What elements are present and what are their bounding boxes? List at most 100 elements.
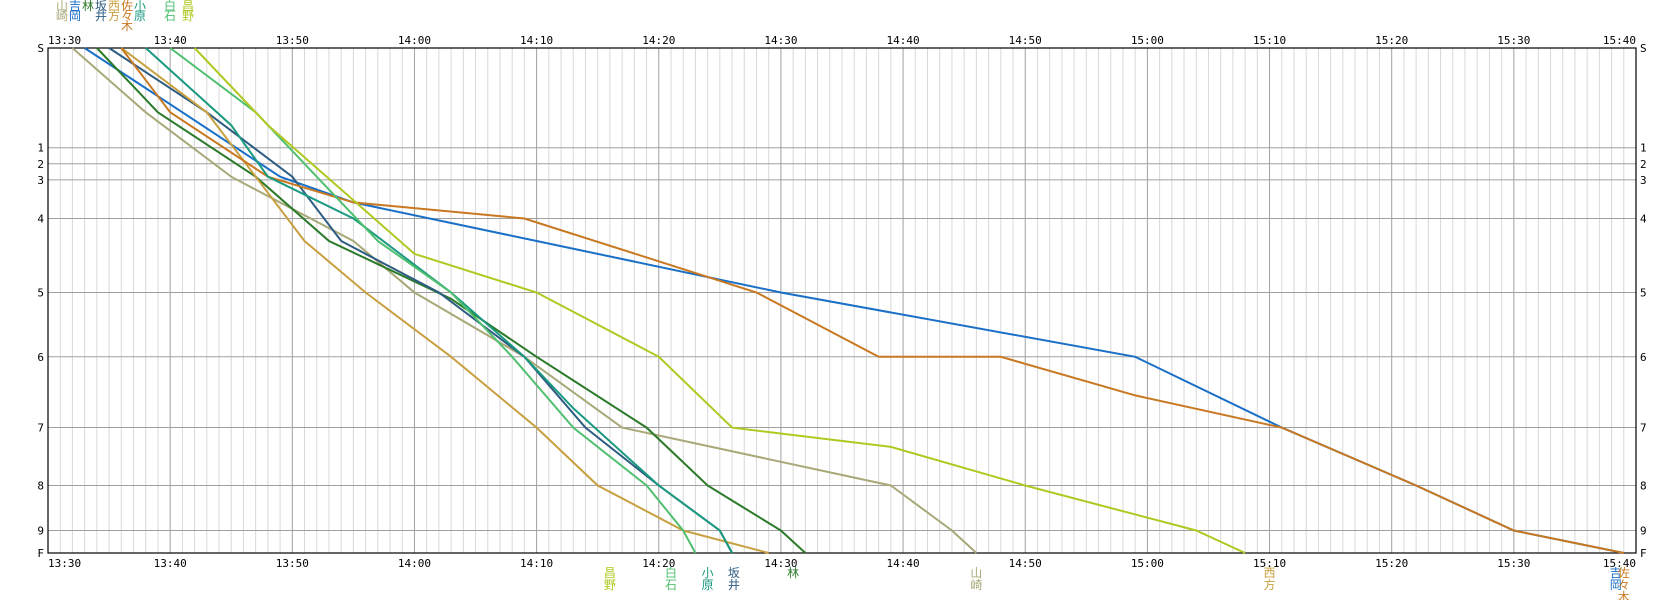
runner-label-bottom: 吉: [1610, 566, 1622, 580]
y-tick-label-left: 9: [37, 524, 44, 537]
y-tick-label-left: S: [37, 42, 44, 55]
runner-label-bottom: 木: [1618, 590, 1630, 600]
series-line: [120, 47, 769, 554]
y-tick-label-left: 6: [37, 351, 44, 364]
runner-label-top: 野: [182, 9, 194, 23]
runner-label-bottom: 林: [787, 566, 799, 580]
x-tick-label-bottom: 14:30: [764, 557, 797, 570]
runner-label-bottom: 井: [728, 578, 740, 592]
x-tick-label-top: 15:10: [1253, 34, 1286, 47]
x-tick-label-bottom: 14:00: [398, 557, 431, 570]
y-tick-label-right: 8: [1640, 479, 1647, 492]
runner-label-bottom: 山: [970, 566, 982, 580]
y-tick-label-left: 4: [37, 212, 44, 225]
runner-label-top: 木: [121, 19, 133, 33]
runner-label-bottom: 岡: [1610, 578, 1622, 592]
y-tick-label-right: 2: [1640, 158, 1647, 171]
x-tick-label-top: 15:30: [1497, 34, 1530, 47]
series-line: [169, 47, 697, 554]
x-tick-label-top: 15:20: [1375, 34, 1408, 47]
runner-label-top: 昌: [182, 0, 194, 13]
y-tick-label-left: F: [37, 547, 44, 560]
runner-label-top: 山: [56, 0, 68, 13]
x-tick-label-top: 15:40: [1603, 34, 1636, 47]
runner-label-bottom: 々: [1618, 578, 1630, 592]
tick-labels: 13:30 13:30 13:40 13:40 13:50 13:50 14:00 14:00…: [37, 34, 1647, 570]
runner-label-top: 崎: [56, 9, 68, 23]
y-tick-label-right: 7: [1640, 422, 1647, 435]
x-tick-label-bottom: 13:50: [276, 557, 309, 570]
series-line: [145, 47, 733, 554]
x-tick-label-bottom: 14:40: [887, 557, 920, 570]
x-tick-label-bottom: 14:50: [1009, 557, 1042, 570]
runner-label-bottom: 佐: [1618, 566, 1630, 580]
y-tick-label-left: 7: [37, 422, 44, 435]
series-line: [193, 47, 1246, 554]
x-tick-label-top: 13:50: [276, 34, 309, 47]
y-tick-label-right: S: [1640, 42, 1647, 55]
runner-label-top: 原: [134, 9, 146, 23]
runner-label-top: 小: [134, 0, 146, 13]
y-tick-label-right: 9: [1640, 524, 1647, 537]
x-tick-label-bottom: 15:30: [1497, 557, 1530, 570]
x-tick-label-top: 14:10: [520, 34, 553, 47]
x-tick-label-top: 15:00: [1131, 34, 1164, 47]
y-tick-label-left: 2: [37, 158, 44, 171]
runner-label-bottom: 方: [1264, 577, 1276, 592]
x-tick-label-bottom: 15:20: [1375, 557, 1408, 570]
x-tick-label-top: 13:40: [154, 34, 187, 47]
runner-label-top: 白: [164, 0, 176, 13]
y-tick-label-right: F: [1640, 547, 1647, 560]
y-tick-label-right: 4: [1640, 212, 1647, 225]
y-tick-label-right: 6: [1640, 351, 1647, 364]
y-tick-label-left: 1: [37, 142, 44, 155]
y-tick-label-left: 8: [37, 479, 44, 492]
runner-label-bottom: 野: [604, 578, 616, 592]
runner-label-top: 井: [95, 9, 107, 23]
x-tick-label-top: 14:20: [642, 34, 675, 47]
x-tick-label-top: 14:00: [398, 34, 431, 47]
y-tick-label-left: 5: [37, 286, 44, 299]
x-tick-label-top: 14:30: [764, 34, 797, 47]
x-tick-label-bottom: 14:20: [642, 557, 675, 570]
runner-label-bottom: 坂: [728, 566, 740, 580]
series-lines: [71, 47, 1625, 554]
x-tick-label-bottom: 14:10: [520, 557, 553, 570]
y-tick-label-right: 5: [1640, 286, 1647, 299]
series-line: [96, 47, 807, 554]
grid: [47, 47, 1637, 554]
y-tick-label-left: 3: [37, 174, 44, 187]
runner-label-bottom: 崎: [970, 578, 982, 592]
runner-label-bottom: 西: [1264, 566, 1276, 580]
x-tick-label-bottom: 13:30: [48, 557, 81, 570]
runner-label-bottom: 小: [702, 566, 714, 580]
runner-label-top: 々: [121, 9, 133, 23]
runner-label-bottom: 石: [665, 578, 677, 592]
x-tick-label-bottom: 15:00: [1131, 557, 1164, 570]
series-line: [108, 47, 733, 554]
x-tick-label-top: 13:30: [48, 34, 81, 47]
runner-label-top: 佐: [121, 0, 133, 13]
y-tick-label-right: 3: [1640, 174, 1647, 187]
series-line: [71, 47, 978, 554]
runner-label-bottom: 原: [702, 578, 714, 592]
x-tick-label-bottom: 15:10: [1253, 557, 1286, 570]
runner-label-bottom: 昌: [604, 566, 616, 580]
x-tick-label-bottom: 13:40: [154, 557, 187, 570]
runner-label-top: 林: [82, 0, 94, 13]
runner-label-top: 方: [108, 8, 120, 23]
plot-frame: [47, 47, 1637, 554]
y-tick-label-right: 1: [1640, 142, 1647, 155]
x-tick-label-top: 14:50: [1009, 34, 1042, 47]
runner-label-top: 岡: [69, 9, 81, 23]
runner-label-bottom: 白: [665, 565, 677, 580]
series-line: [120, 47, 1625, 554]
runner-label-top: 吉: [69, 0, 81, 13]
runner-label-top: 石: [164, 9, 176, 23]
runner-label-top: 坂: [95, 0, 107, 13]
x-tick-label-bottom: 15:40: [1603, 557, 1636, 570]
x-tick-label-top: 14:40: [887, 34, 920, 47]
runner-label-top: 西: [108, 0, 120, 13]
